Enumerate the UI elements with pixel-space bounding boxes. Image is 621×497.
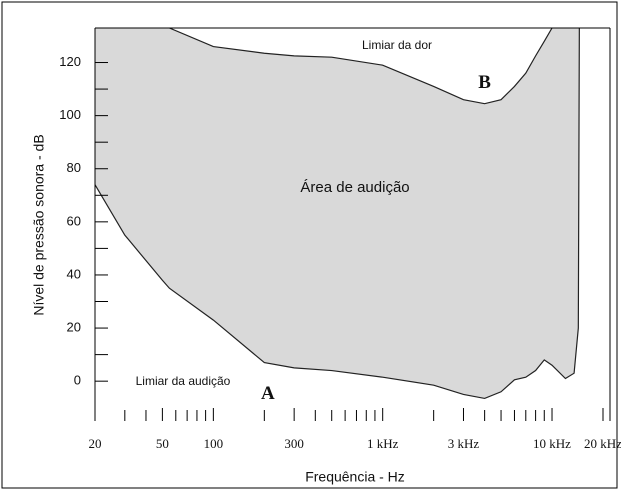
y-tick-label: 40 — [67, 266, 81, 281]
y-axis-label: Nível de pressão sonora - dB — [31, 134, 47, 315]
y-tick-label: 100 — [59, 107, 81, 122]
y-tick-label: 20 — [67, 319, 81, 334]
threshold-line — [169, 28, 553, 105]
x-tick-label: 3 kHz — [448, 436, 480, 451]
x-axis-label: Frequência - Hz — [305, 469, 405, 485]
x-tick-label: 10 kHz — [533, 436, 571, 451]
series-label: Limiar da dor — [362, 38, 432, 52]
annotation: B — [478, 72, 491, 93]
series-label: Limiar da audição — [136, 374, 231, 388]
annotation: A — [261, 383, 275, 404]
y-tick-label: 120 — [59, 54, 81, 69]
x-tick-label: 50 — [156, 436, 169, 451]
x-tick-label: 20 kHz — [584, 436, 621, 451]
plot-area — [95, 28, 580, 400]
x-tick-label: 1 kHz — [367, 436, 399, 451]
y-tick-label: 60 — [67, 213, 81, 228]
frame — [1, 1, 618, 489]
y-tick-label: 0 — [74, 373, 81, 388]
threshold-line — [95, 28, 580, 400]
hearing-area — [95, 28, 580, 399]
x-tick-label: 300 — [284, 436, 304, 451]
chart-title: Área de audição — [300, 179, 409, 196]
x-tick-label: 100 — [204, 436, 224, 451]
y-tick-label: 80 — [67, 160, 81, 175]
x-tick-label: 20 — [89, 436, 102, 451]
